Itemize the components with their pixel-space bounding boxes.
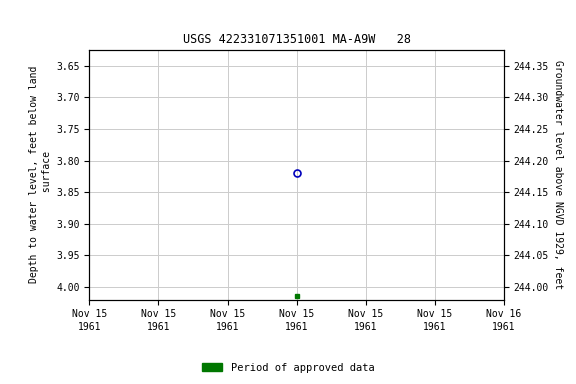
Y-axis label: Groundwater level above NGVD 1929, feet: Groundwater level above NGVD 1929, feet xyxy=(553,60,563,289)
Title: USGS 422331071351001 MA-A9W   28: USGS 422331071351001 MA-A9W 28 xyxy=(183,33,411,46)
Legend: Period of approved data: Period of approved data xyxy=(198,359,378,377)
Y-axis label: Depth to water level, feet below land
 surface: Depth to water level, feet below land su… xyxy=(29,66,52,283)
